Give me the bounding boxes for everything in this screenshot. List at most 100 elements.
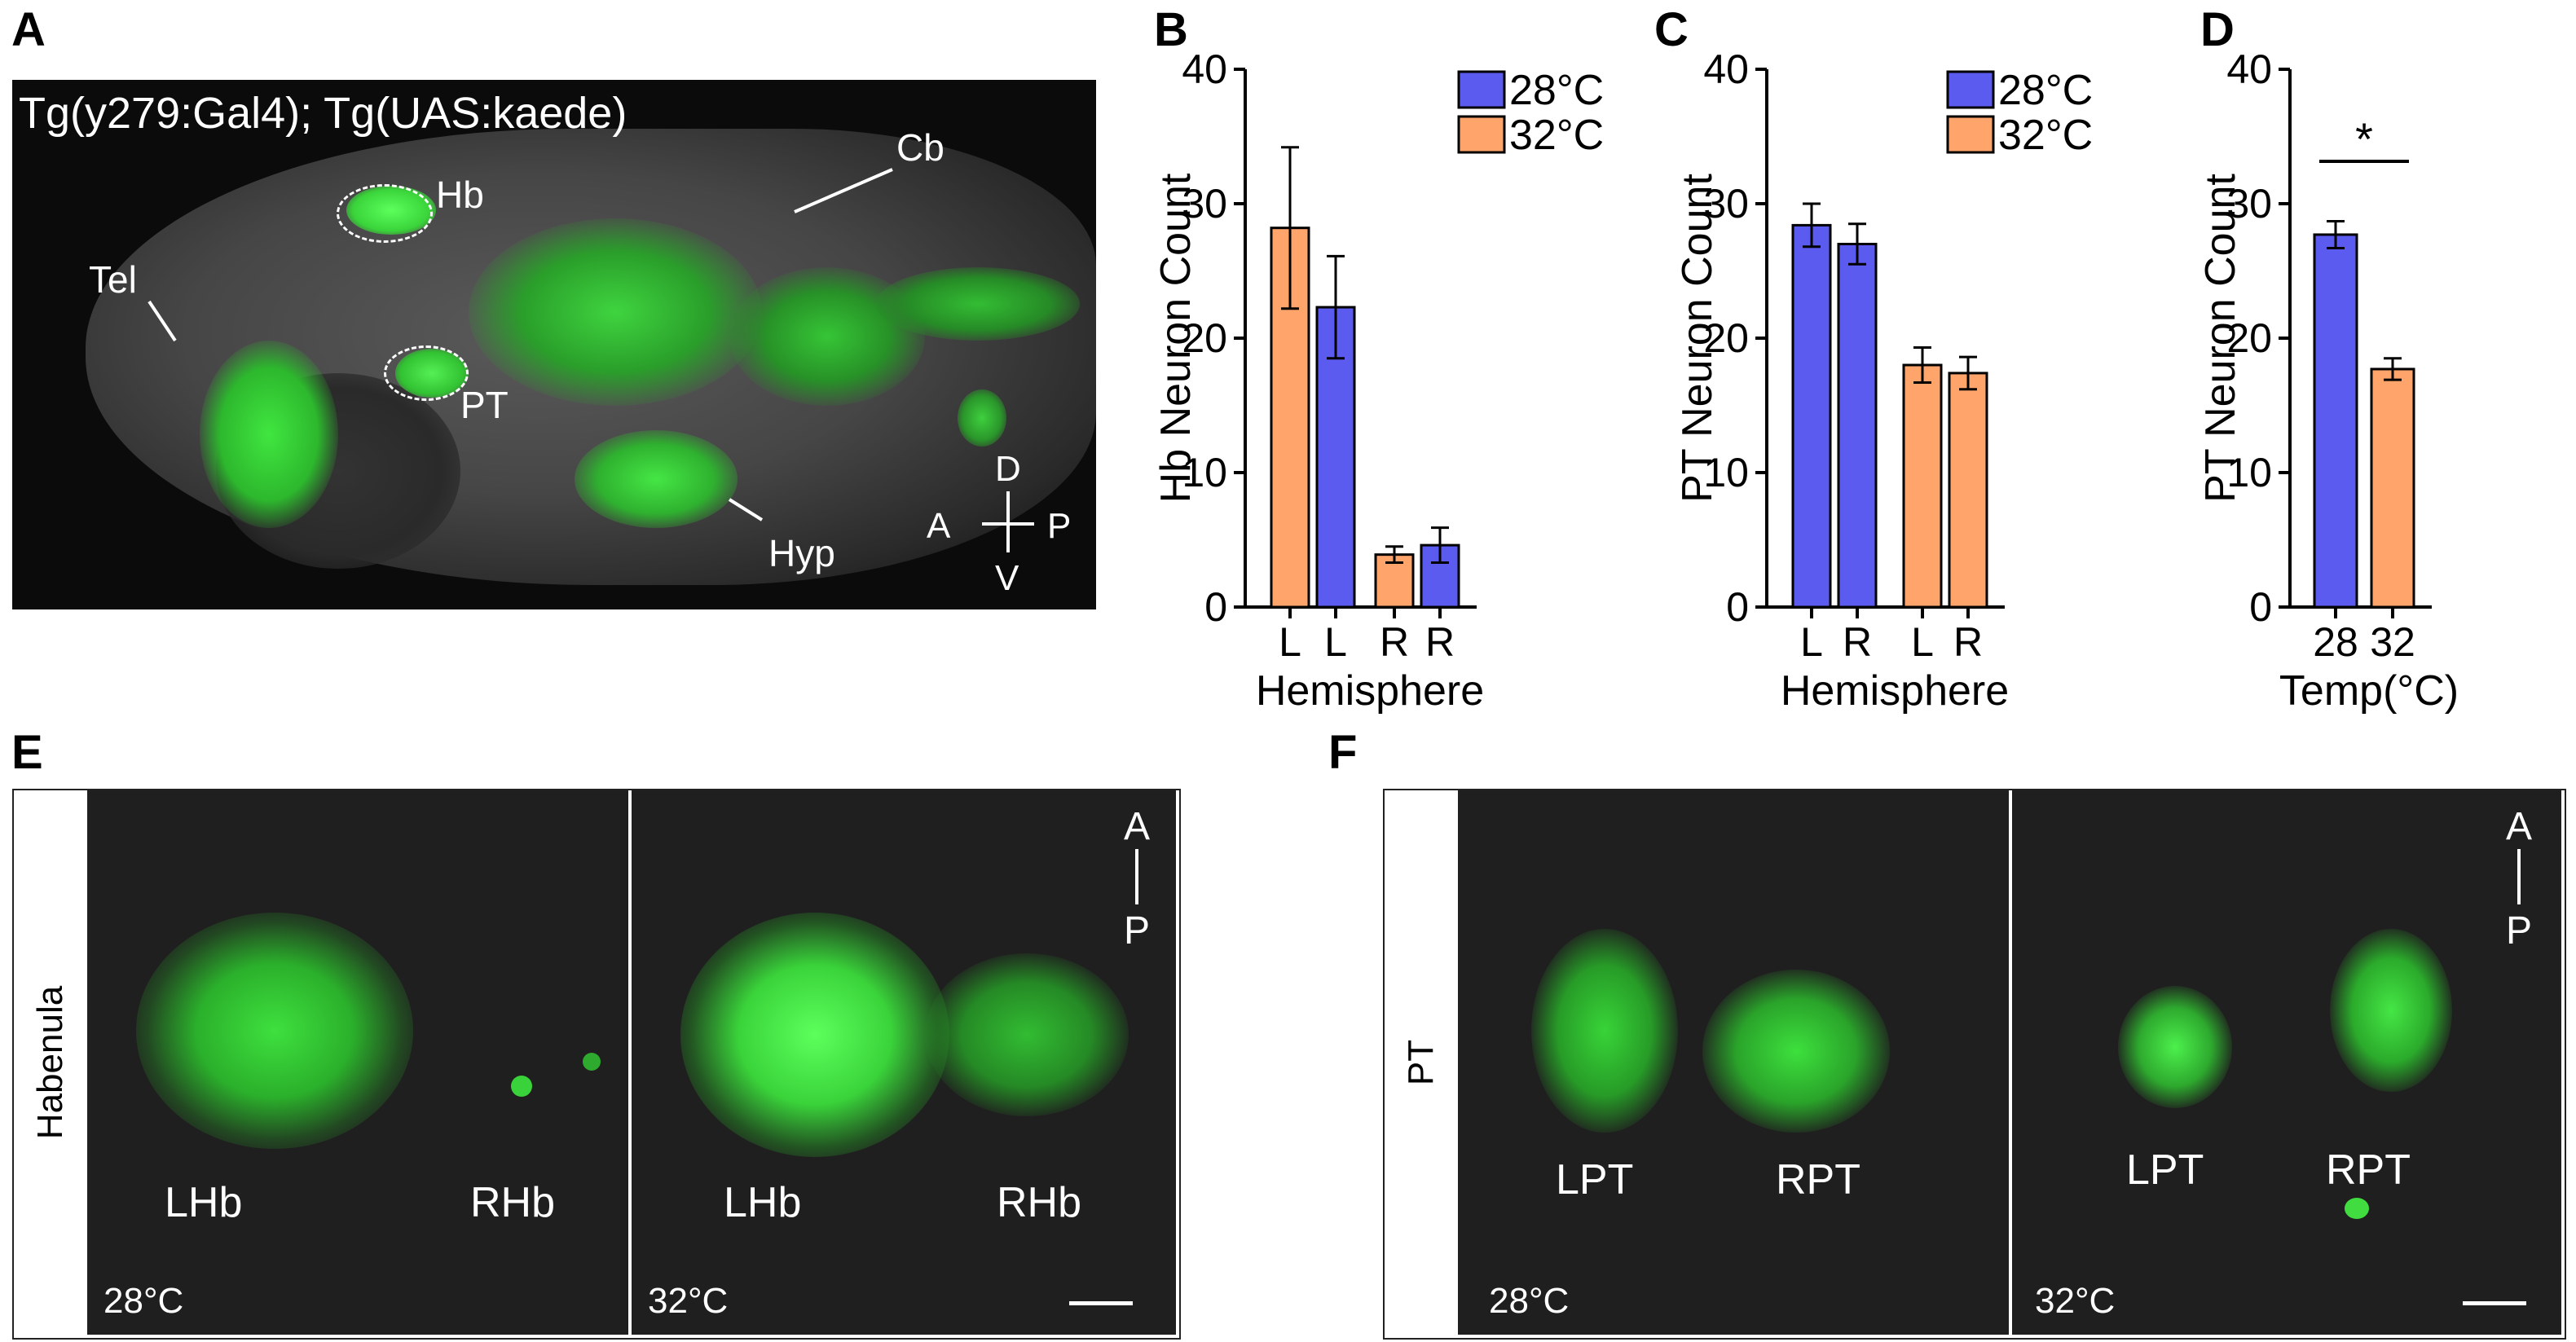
c-x-tick-label: L — [1800, 619, 1823, 665]
b-legend-swatch — [1457, 115, 1506, 154]
panel-a-pointers — [148, 168, 1034, 552]
pt-outline — [384, 345, 469, 401]
posterior-cluster — [876, 267, 1080, 341]
d-y-tick-label: 20 — [2226, 315, 2272, 361]
c-bar — [1837, 243, 1878, 609]
label-hyp: Hyp — [768, 532, 835, 574]
d-x-tick-label: 32 — [2370, 619, 2415, 665]
panel-f-left-image: LPT RPT 28°C — [1458, 790, 2009, 1335]
panel-label-b: B — [1154, 3, 1188, 56]
b-y-tick-label: 20 — [1182, 315, 1227, 361]
panel-label-e: E — [11, 726, 43, 779]
tel-pointer — [148, 300, 177, 342]
d-x-axis-label: Temp(°C) — [2279, 667, 2459, 715]
panel-e-row-label: Habenula — [14, 790, 87, 1335]
rhb-dot-2 — [583, 1053, 601, 1071]
c-y-tick-label: 40 — [1703, 46, 1749, 92]
panel-a-title: Tg(y279:Gal4); Tg(UAS:kaede) — [19, 89, 627, 138]
panel-label-d: D — [2200, 3, 2235, 56]
panel-f-row-label: PT — [1385, 790, 1458, 1335]
e-left-temp: 28°C — [103, 1281, 184, 1321]
b-x-tick-label: R — [1380, 619, 1409, 665]
rhb-dot — [511, 1076, 532, 1097]
c-y-tick-label: 0 — [1726, 584, 1749, 630]
b-x-axis-label: Hemisphere — [1256, 667, 1484, 715]
e-right-rhb: RHb — [997, 1179, 1082, 1226]
panel-f-right-image: A P LPT RPT 32°C — [2012, 790, 2561, 1335]
b-legend-swatch — [1457, 70, 1506, 109]
f-orient-p: P — [2506, 909, 2532, 953]
d-y-tick-label: 0 — [2249, 584, 2272, 630]
b-x-tick-label: L — [1279, 619, 1301, 665]
d-bar — [2370, 367, 2415, 609]
f-scale-bar — [2463, 1301, 2526, 1305]
e-orient-a: A — [1124, 807, 1150, 848]
f-left-temp: 28°C — [1489, 1281, 1570, 1321]
small-cluster — [958, 389, 1006, 447]
compass-d: D — [995, 449, 1021, 489]
b-x-tick-label: L — [1324, 619, 1347, 665]
lhb-cluster-32 — [680, 913, 949, 1157]
midbrain-cluster — [469, 218, 762, 406]
c-x-tick-label: R — [1843, 619, 1872, 665]
f-right-rpt: RPT — [2326, 1146, 2411, 1194]
f-right-lpt: LPT — [2126, 1146, 2204, 1194]
b-y-tick-label: 0 — [1204, 584, 1227, 630]
c-x-tick-label: R — [1953, 619, 1983, 665]
e-right-temp: 32°C — [648, 1281, 729, 1321]
habenula-label: Habenula — [30, 985, 70, 1140]
f-right-temp: 32°C — [2035, 1281, 2116, 1321]
d-y-tick-label: 40 — [2226, 46, 2272, 92]
c-y-tick-label: 30 — [1703, 181, 1749, 227]
c-bar — [1902, 363, 1943, 609]
panel-label-a: A — [11, 3, 46, 56]
compass-v: V — [995, 558, 1019, 598]
rpt-cluster-32 — [2330, 929, 2452, 1092]
panel-label-f: F — [1328, 726, 1358, 779]
c-legend-label: 32°C — [1998, 112, 2093, 159]
c-bar — [1791, 223, 1832, 609]
panel-e-left-image: LHb RHb 28°C — [87, 790, 628, 1335]
f-orient-a: A — [2506, 807, 2532, 848]
b-legend-label: 28°C — [1509, 67, 1604, 114]
d-x-tick-label: 28 — [2313, 619, 2358, 665]
e-orient-p: P — [1124, 909, 1150, 953]
b-y-tick-label: 30 — [1182, 181, 1227, 227]
c-legend-swatch — [1946, 115, 1995, 154]
label-tel: Tel — [89, 258, 137, 301]
d-y-axis-label: PT Neuron Count — [2200, 174, 2244, 503]
lpt-cluster-32 — [2118, 986, 2232, 1108]
lhb-cluster — [136, 913, 413, 1149]
compass-p: P — [1047, 506, 1072, 546]
f-left-rpt: RPT — [1776, 1156, 1860, 1203]
d-significance-star: * — [2355, 113, 2373, 165]
cb-pointer — [794, 168, 893, 213]
c-y-axis-label: PT Neuron Count — [1674, 174, 1721, 503]
c-x-axis-label: Hemisphere — [1781, 667, 2009, 715]
label-hb: Hb — [436, 174, 484, 216]
f-orientation: A P — [2506, 807, 2532, 953]
compass-a: A — [927, 506, 951, 546]
b-x-tick-label: R — [1425, 619, 1455, 665]
c-x-tick-label: L — [1911, 619, 1934, 665]
rpt-dot-32 — [2345, 1198, 2369, 1219]
c-y-tick-label: 20 — [1703, 315, 1749, 361]
tel-cluster — [200, 341, 338, 528]
panel-label-c: C — [1654, 3, 1689, 56]
f-left-lpt: LPT — [1556, 1156, 1634, 1203]
e-right-lhb: LHb — [724, 1179, 802, 1226]
label-cb: Cb — [896, 126, 945, 169]
panel-f-divider — [2009, 790, 2012, 1335]
e-orientation: A P — [1124, 807, 1150, 953]
panel-e-divider — [628, 790, 632, 1335]
b-y-tick-label: 10 — [1182, 450, 1227, 495]
c-bar — [1948, 372, 1988, 609]
b-y-tick-label: 40 — [1182, 46, 1227, 92]
d-y-tick-label: 30 — [2226, 181, 2272, 227]
pt-row-label: PT — [1401, 1039, 1441, 1086]
c-legend-swatch — [1946, 70, 1995, 109]
hb-outline — [337, 184, 433, 243]
